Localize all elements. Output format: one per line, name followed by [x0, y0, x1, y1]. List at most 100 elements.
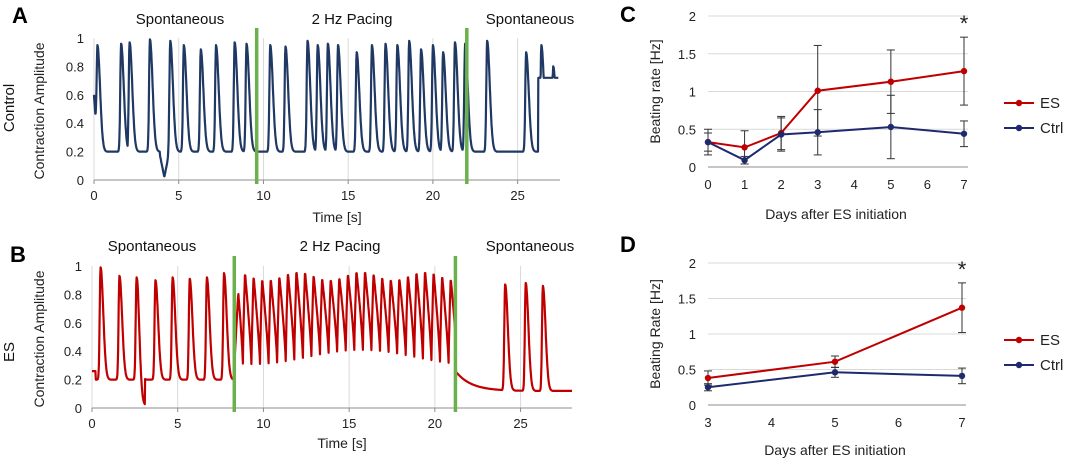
panel-label: B: [10, 242, 26, 267]
data-point-es: [831, 358, 839, 365]
x-tick-label: 5: [175, 188, 182, 203]
series-line-es: [707, 70, 965, 149]
panel-label: D: [620, 232, 636, 257]
y-axis-title: Beating rate [Hz]: [647, 39, 663, 143]
y-tick-label: 1: [689, 85, 696, 100]
x-tick-label: 20: [428, 416, 442, 431]
legend-label-es: ES: [1040, 95, 1060, 112]
x-tick-label: 10: [256, 416, 270, 431]
x-tick-label: 4: [768, 415, 775, 430]
legend-marker-ctrl: [1015, 124, 1023, 132]
y-tick-label: 0.4: [66, 116, 84, 131]
data-point-ctrl: [777, 131, 785, 138]
x-tick-label: 5: [174, 416, 181, 431]
x-axis-title: Time [s]: [312, 209, 361, 225]
x-tick-label: 10: [256, 188, 270, 203]
panel-label: A: [12, 3, 28, 28]
x-axis-title: Days after ES initiation: [764, 442, 906, 458]
y-tick-label: 2: [689, 9, 696, 24]
y-tick-label: 0: [689, 160, 696, 175]
y-axis-title: Beating Rate [Hz]: [647, 279, 663, 389]
segment-label: Spontaneous: [486, 11, 574, 28]
y-axis-title: Contraction Amplitude: [31, 42, 47, 179]
x-tick-label: 3: [814, 177, 821, 192]
x-tick-label: 5: [831, 415, 838, 430]
x-tick-label: 15: [341, 188, 355, 203]
x-tick-label: 6: [895, 415, 902, 430]
significance-star: *: [960, 11, 969, 36]
segment-label: 2 Hz Pacing: [312, 11, 393, 28]
data-point-es: [960, 67, 968, 75]
y-tick-label: 0.5: [678, 122, 696, 137]
x-tick-label: 7: [958, 415, 965, 430]
x-tick-label: 25: [513, 416, 527, 431]
x-tick-label: 1: [741, 177, 748, 192]
legend-label-ctrl: Ctrl: [1040, 357, 1063, 374]
x-tick-label: 0: [88, 416, 95, 431]
legend-marker-es: [1015, 99, 1023, 107]
y-tick-label: 1: [77, 31, 84, 46]
data-point-ctrl: [958, 372, 966, 380]
legend-label-ctrl: Ctrl: [1040, 120, 1063, 137]
x-tick-label: 2: [778, 177, 785, 192]
legend-label-es: ES: [1040, 332, 1060, 349]
x-tick-label: 5: [887, 177, 894, 192]
x-tick-label: 6: [924, 177, 931, 192]
panel-b: 0 5 10 15 20 25 0 0.2 0.4 0.6 0.8 1 Spontaneous 2 Hz …: [1, 238, 574, 451]
panel-d: 0 0.5 1 1.5 2 3 4 5 6 7 ES Ctrl * Days after ES initi…: [620, 232, 1063, 458]
segment-label: Spontaneous: [136, 11, 224, 28]
x-tick-label: 20: [426, 188, 440, 203]
x-tick-label: 4: [851, 177, 858, 192]
data-point-ctrl: [704, 138, 712, 146]
trace-control: [92, 38, 560, 178]
data-point-es: [814, 87, 821, 94]
data-point-es: [704, 374, 712, 382]
x-tick-label: 0: [704, 177, 711, 192]
row-label: Control: [1, 84, 18, 132]
x-tick-label: 15: [342, 416, 356, 431]
significance-star: *: [958, 257, 967, 282]
y-tick-label: 0.6: [66, 88, 84, 103]
segment-label: 2 Hz Pacing: [300, 238, 381, 255]
panel-a: 0 5 10 15 20 25 0 0.2 0.4 0.6 0.8 1 Spontaneous 2 Hz …: [1, 3, 574, 225]
data-point-ctrl: [741, 157, 748, 164]
data-point-ctrl: [960, 130, 968, 137]
x-tick-label: 0: [90, 188, 97, 203]
data-point-es: [887, 78, 895, 85]
segment-label: Spontaneous: [108, 238, 196, 255]
series-line-ctrl: [707, 125, 965, 162]
y-tick-label: 0.6: [64, 316, 82, 331]
x-tick-label: 3: [704, 415, 711, 430]
y-tick-label: 0.5: [678, 363, 696, 378]
x-axis-title: Time [s]: [317, 435, 366, 451]
trace-es: [91, 266, 573, 406]
panel-label: C: [620, 2, 636, 27]
x-tick-label: 25: [510, 188, 524, 203]
y-tick-label: 0.4: [64, 344, 82, 359]
y-tick-label: 0.2: [64, 373, 82, 388]
y-tick-label: 0: [75, 401, 82, 416]
y-tick-label: 0: [77, 173, 84, 188]
y-axis-title: Contraction Amplitude: [31, 270, 47, 407]
data-point-ctrl: [887, 123, 895, 131]
panel-c: 0 0.5 1 1.5 2 0 1 2 3 4 5 6 7 ES Ctrl * Days after ES in…: [620, 2, 1063, 222]
y-tick-label: 0: [689, 398, 696, 413]
legend-marker-es: [1015, 336, 1023, 344]
legend-marker-ctrl: [1015, 361, 1023, 369]
row-label: ES: [1, 342, 18, 362]
segment-label: Spontaneous: [486, 238, 574, 255]
y-tick-label: 1.5: [678, 292, 696, 307]
y-tick-label: 1: [689, 327, 696, 342]
data-point-es: [958, 304, 966, 311]
y-tick-label: 1.5: [678, 47, 696, 62]
y-tick-label: 0.8: [64, 287, 82, 302]
y-tick-label: 0.2: [66, 145, 84, 160]
data-point-es: [741, 144, 748, 151]
y-tick-label: 2: [689, 256, 696, 271]
data-point-ctrl: [704, 384, 712, 391]
data-point-ctrl: [814, 129, 821, 136]
y-tick-label: 1: [75, 259, 82, 274]
x-tick-label: 7: [960, 177, 967, 192]
data-point-ctrl: [831, 369, 839, 376]
